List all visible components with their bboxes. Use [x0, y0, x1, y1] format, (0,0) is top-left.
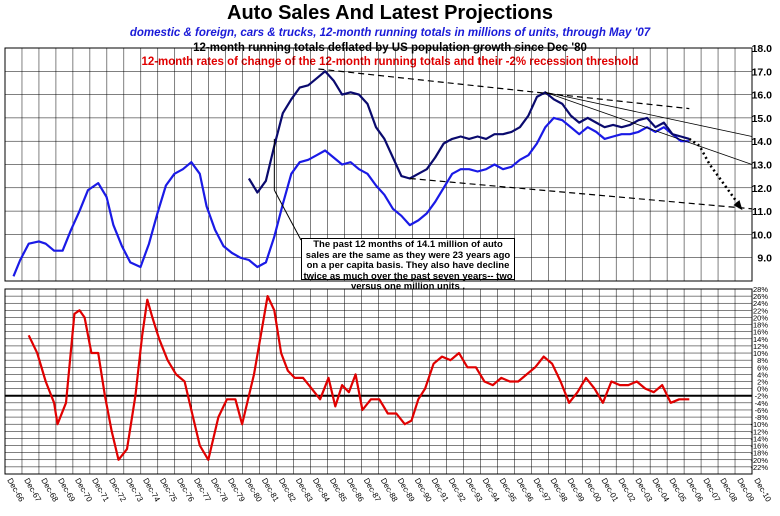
- top-y-tick-label: 12.0: [752, 183, 773, 195]
- top-y-tick-label: 17.0: [752, 66, 773, 78]
- rate-of-change-line: [27, 295, 690, 461]
- bottom-y-tick-label: 16%: [753, 328, 768, 337]
- bottom-y-tick-label: 8%: [757, 356, 768, 365]
- bottom-y-tick-label: -2%: [755, 392, 769, 401]
- projection-dashed-line: [318, 68, 690, 110]
- bottom-y-tick-label: -20%: [750, 456, 768, 465]
- bottom-y-tick-label: 2%: [757, 378, 768, 387]
- x-tick-label: Dec-10: [752, 477, 773, 504]
- projection-arrowhead: [733, 200, 743, 211]
- top-y-tick-label: 14.0: [752, 136, 773, 148]
- bottom-y-tick-label: 10%: [753, 349, 768, 358]
- bottom-y-tick-label: 6%: [757, 363, 768, 372]
- top-y-tick-label: 9.0: [757, 253, 772, 265]
- projection-dashed-line: [409, 177, 753, 210]
- sales-series-line: [247, 70, 690, 194]
- top-y-tick-label: 13.0: [752, 160, 773, 172]
- bottom-panel-y-ticks: 28%26%24%22%20%18%16%14%12%10%8%6%4%2%0%…: [750, 285, 768, 472]
- top-panel-series: [12, 68, 753, 277]
- annotation-box: The past 12 months of 14.1 million of au…: [301, 238, 515, 292]
- bottom-y-tick-label: -4%: [755, 399, 769, 408]
- bottom-y-tick-label: 28%: [753, 285, 768, 294]
- bottom-y-tick-label: -10%: [750, 420, 768, 429]
- bottom-y-tick-label: 20%: [753, 313, 768, 322]
- bottom-y-tick-label: -12%: [750, 427, 768, 436]
- x-axis-labels: Dec-66Dec-67Dec-68Dec-69Dec-70Dec-71Dec-…: [5, 477, 773, 504]
- bottom-y-tick-label: 14%: [753, 335, 768, 344]
- top-y-tick-label: 10.0: [752, 229, 773, 241]
- bottom-y-tick-label: 26%: [753, 292, 768, 301]
- top-y-tick-label: 16.0: [752, 90, 773, 102]
- bottom-y-tick-label: -6%: [755, 406, 769, 415]
- top-y-tick-label: 15.0: [752, 113, 773, 125]
- projection-dotted-line: [688, 137, 740, 205]
- subtitle-blue: domestic & foreign, cars & trucks, 12-mo…: [129, 27, 651, 39]
- channel-line: [545, 91, 753, 137]
- bottom-y-tick-label: 4%: [757, 370, 768, 379]
- chart-title: Auto Sales And Latest Projections: [227, 2, 553, 24]
- bottom-panel-frame: [4, 288, 753, 475]
- top-panel-grid: [4, 47, 753, 282]
- bottom-y-tick-label: -22%: [750, 463, 768, 472]
- top-panel-y-ticks: 9.0 10.0 11.0 12.0 13.0 14.0 15.0 16.0 17.0 18.0: [752, 43, 773, 265]
- bottom-y-tick-label: 18%: [753, 321, 768, 330]
- bottom-y-tick-label: -14%: [750, 434, 768, 443]
- bottom-y-tick-label: 24%: [753, 299, 768, 308]
- bottom-y-tick-label: 12%: [753, 342, 768, 351]
- top-y-tick-label: 11.0: [752, 206, 772, 218]
- bottom-y-tick-label: 0%: [757, 385, 768, 394]
- top-y-tick-label: 18.0: [752, 43, 773, 55]
- bottom-y-tick-label: -16%: [750, 442, 768, 451]
- bottom-panel-series: [5, 295, 752, 461]
- sales-series-line: [12, 116, 690, 277]
- annotation-pointer: [273, 189, 302, 241]
- bottom-y-tick-label: 22%: [753, 306, 768, 315]
- bottom-panel-grid: [4, 288, 753, 475]
- bottom-y-tick-label: -8%: [755, 413, 769, 422]
- channel-line: [545, 91, 753, 165]
- bottom-y-tick-label: -18%: [750, 449, 768, 458]
